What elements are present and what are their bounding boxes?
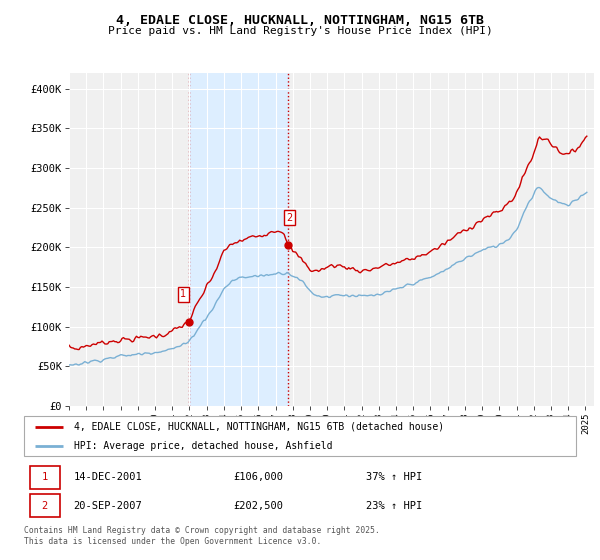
Bar xyxy=(29,494,60,517)
Text: Price paid vs. HM Land Registry's House Price Index (HPI): Price paid vs. HM Land Registry's House … xyxy=(107,26,493,36)
Bar xyxy=(29,466,60,488)
Text: 4, EDALE CLOSE, HUCKNALL, NOTTINGHAM, NG15 6TB: 4, EDALE CLOSE, HUCKNALL, NOTTINGHAM, NG… xyxy=(116,14,484,27)
Text: £106,000: £106,000 xyxy=(234,472,284,482)
Text: 1: 1 xyxy=(181,289,187,299)
Text: 2: 2 xyxy=(287,213,293,222)
Text: 14-DEC-2001: 14-DEC-2001 xyxy=(74,472,142,482)
Text: HPI: Average price, detached house, Ashfield: HPI: Average price, detached house, Ashf… xyxy=(74,441,332,450)
Bar xyxy=(188,73,288,406)
Text: 23% ↑ HPI: 23% ↑ HPI xyxy=(366,501,422,511)
Text: Contains HM Land Registry data © Crown copyright and database right 2025.
This d: Contains HM Land Registry data © Crown c… xyxy=(24,526,380,546)
Text: 2: 2 xyxy=(41,501,48,511)
Text: 1: 1 xyxy=(41,472,48,482)
Text: 4, EDALE CLOSE, HUCKNALL, NOTTINGHAM, NG15 6TB (detached house): 4, EDALE CLOSE, HUCKNALL, NOTTINGHAM, NG… xyxy=(74,422,444,432)
Text: £202,500: £202,500 xyxy=(234,501,284,511)
Text: 37% ↑ HPI: 37% ↑ HPI xyxy=(366,472,422,482)
Text: 20-SEP-2007: 20-SEP-2007 xyxy=(74,501,142,511)
